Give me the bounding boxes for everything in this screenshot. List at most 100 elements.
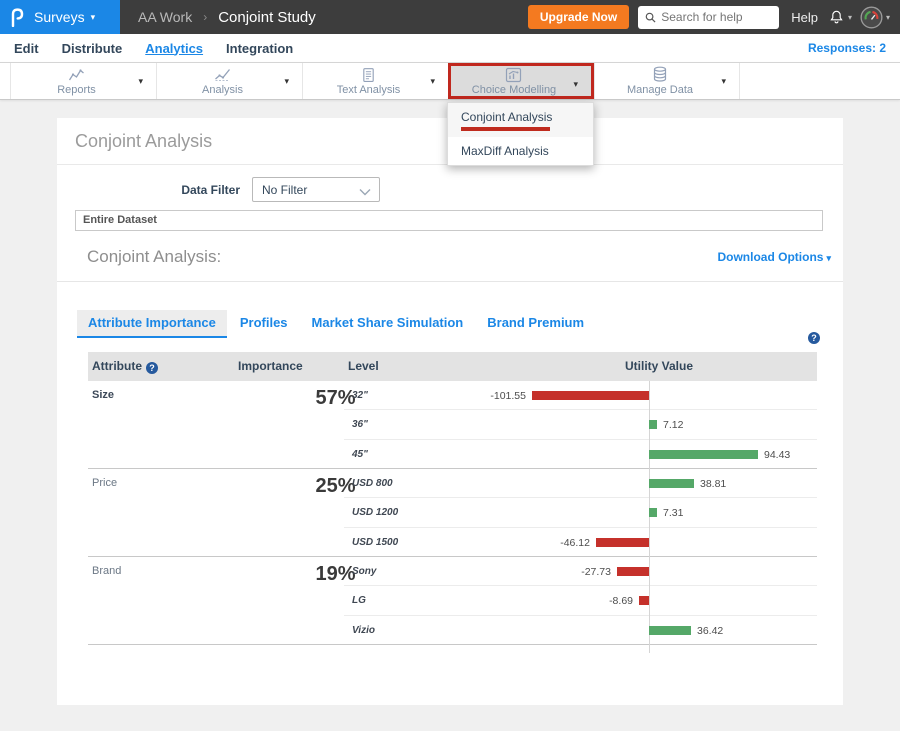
- search-icon: [645, 12, 656, 23]
- level-label: Sony: [352, 566, 377, 577]
- attribute-name: Size: [92, 389, 115, 401]
- col-header-attribute: Attribute?: [92, 352, 158, 381]
- notifications-button[interactable]: ▾: [828, 8, 852, 26]
- level-row: LG -8.69: [344, 586, 817, 616]
- importance-value: 57%: [315, 387, 356, 409]
- table-header: Attribute? Importance Level Utility Valu…: [88, 352, 817, 381]
- breadcrumb: AA Work › Conjoint Study: [138, 9, 316, 26]
- breadcrumb-page-title: Conjoint Study: [218, 8, 316, 26]
- toolbar-caret-icon[interactable]: ▾: [284, 76, 289, 86]
- level-row: USD 1500 -46.12: [344, 528, 817, 557]
- level-row: 45" 94.43: [344, 440, 817, 469]
- utility-value: -46.12: [560, 536, 590, 549]
- tab-brand-premium[interactable]: Brand Premium: [487, 315, 585, 330]
- level-row: USD 800 38.81: [344, 469, 817, 499]
- product-switcher[interactable]: Surveys ▾: [0, 0, 120, 34]
- nav-item-analytics[interactable]: Analytics: [145, 40, 204, 56]
- menu-item-label: Conjoint Analysis: [461, 110, 553, 124]
- toolbar-caret-icon[interactable]: ▾: [138, 76, 143, 86]
- document-icon: [361, 66, 376, 83]
- toolbar-item-label: Choice Modelling: [471, 84, 557, 96]
- utility-value: 7.31: [663, 507, 684, 520]
- help-link[interactable]: Help: [791, 9, 818, 25]
- result-tabs: Attribute Importance Profiles Market Share…: [77, 310, 843, 338]
- level-label: Vizio: [352, 624, 375, 636]
- primary-nav-items: Edit Distribute Analytics Integration: [14, 41, 316, 56]
- attribute-group-price: Price 25% USD 800 38.81 USD 1200 7.31 USD 1500…: [88, 469, 817, 557]
- upgrade-now-button[interactable]: Upgrade Now: [527, 5, 630, 29]
- menu-item-conjoint-analysis[interactable]: Conjoint Analysis: [448, 103, 593, 137]
- breadcrumb-workspace[interactable]: AA Work: [138, 9, 193, 25]
- utility-value: 38.81: [700, 478, 727, 490]
- utility-value: -101.55: [490, 390, 526, 402]
- attribute-help-icon[interactable]: ?: [146, 362, 158, 374]
- chevron-down-icon: [359, 185, 371, 199]
- section-divider: [57, 281, 843, 282]
- utility-bar: [649, 449, 758, 459]
- data-filter-value: No Filter: [262, 182, 308, 197]
- utility-bar: [617, 567, 649, 576]
- responses-count: Responses: 2: [807, 41, 886, 55]
- level-label: 32": [352, 390, 368, 401]
- level-label: 45": [352, 448, 368, 460]
- utility-value: 7.12: [663, 419, 684, 432]
- toolbar-item-label: Manage Data: [626, 84, 694, 96]
- analytics-toolbar: Reports ▾ Analysis ▾ Text Analysis ▾ Choice Mo…: [0, 62, 900, 100]
- table-help-icon[interactable]: ?: [808, 332, 820, 344]
- attribute-name: Price: [92, 477, 118, 489]
- main-panel: Conjoint Analysis Data Filter No Filter …: [57, 118, 843, 705]
- table-body: Size 57% 32" -101.55 36" 7.12 45" 94.43 Price 25%…: [88, 381, 817, 653]
- bell-icon: [828, 8, 845, 26]
- level-row: Vizio 36.42: [344, 616, 817, 645]
- help-search[interactable]: [638, 5, 780, 29]
- toolbar-item-text-analysis[interactable]: Text Analysis ▾: [302, 63, 448, 99]
- level-row: 32" -101.55: [344, 381, 817, 411]
- tab-profiles[interactable]: Profiles: [239, 315, 288, 330]
- level-label: 36": [352, 419, 368, 431]
- download-options-link[interactable]: Download Options ▾: [717, 250, 831, 264]
- toolbar-caret-icon[interactable]: ▾: [573, 79, 578, 89]
- utility-bar: [649, 479, 694, 488]
- utility-bar: [649, 508, 657, 518]
- data-filter-row: Data Filter No Filter: [57, 177, 843, 202]
- menu-item-maxdiff-analysis[interactable]: MaxDiff Analysis: [448, 137, 593, 165]
- col-header-utility: Utility Value: [625, 359, 694, 373]
- data-filter-select[interactable]: No Filter: [252, 177, 380, 202]
- utility-value: -8.69: [609, 595, 633, 608]
- search-input[interactable]: [661, 10, 772, 24]
- avatar: [860, 5, 883, 29]
- utility-value: 94.43: [764, 448, 791, 461]
- utility-bar: [596, 537, 649, 547]
- trend-chart-icon: [214, 66, 231, 83]
- level-label: USD 1200: [352, 507, 399, 519]
- tab-market-share-simulation[interactable]: Market Share Simulation: [311, 315, 464, 330]
- toolbar-item-reports[interactable]: Reports ▾: [10, 63, 156, 99]
- account-menu[interactable]: ▾: [860, 5, 890, 29]
- utility-table: Attribute? Importance Level Utility Valu…: [88, 352, 817, 653]
- tab-attribute-importance[interactable]: Attribute Importance: [77, 310, 227, 338]
- utility-value: 36.42: [697, 624, 724, 637]
- toolbar-item-label: Analysis: [202, 84, 243, 96]
- product-caret-icon: ▾: [90, 11, 96, 22]
- level-label: USD 1500: [352, 536, 399, 548]
- toolbar-caret-icon[interactable]: ▾: [430, 76, 435, 86]
- nav-item-integration[interactable]: Integration: [226, 40, 294, 56]
- choice-chart-icon: [505, 66, 522, 83]
- utility-bar: [649, 625, 691, 635]
- breadcrumb-separator-icon: ›: [203, 10, 208, 24]
- download-caret-icon: ▾: [826, 253, 831, 263]
- level-row: Sony -27.73: [344, 557, 817, 587]
- toolbar-item-manage-data[interactable]: Manage Data ▾: [594, 63, 740, 99]
- nav-item-edit[interactable]: Edit: [14, 40, 39, 56]
- nav-item-distribute[interactable]: Distribute: [61, 40, 123, 56]
- notifications-caret-icon: ▾: [847, 12, 852, 22]
- importance-value: 19%: [315, 563, 356, 585]
- toolbar-item-choice-modelling[interactable]: Choice Modelling ▾: [448, 63, 594, 99]
- level-row: 36" 7.12: [344, 410, 817, 440]
- toolbar-item-label: Text Analysis: [336, 84, 401, 96]
- choice-modelling-menu: Conjoint Analysis MaxDiff Analysis: [447, 102, 594, 166]
- account-caret-icon: ▾: [885, 12, 890, 22]
- toolbar-caret-icon[interactable]: ▾: [721, 76, 726, 86]
- toolbar-item-analysis[interactable]: Analysis ▾: [156, 63, 302, 99]
